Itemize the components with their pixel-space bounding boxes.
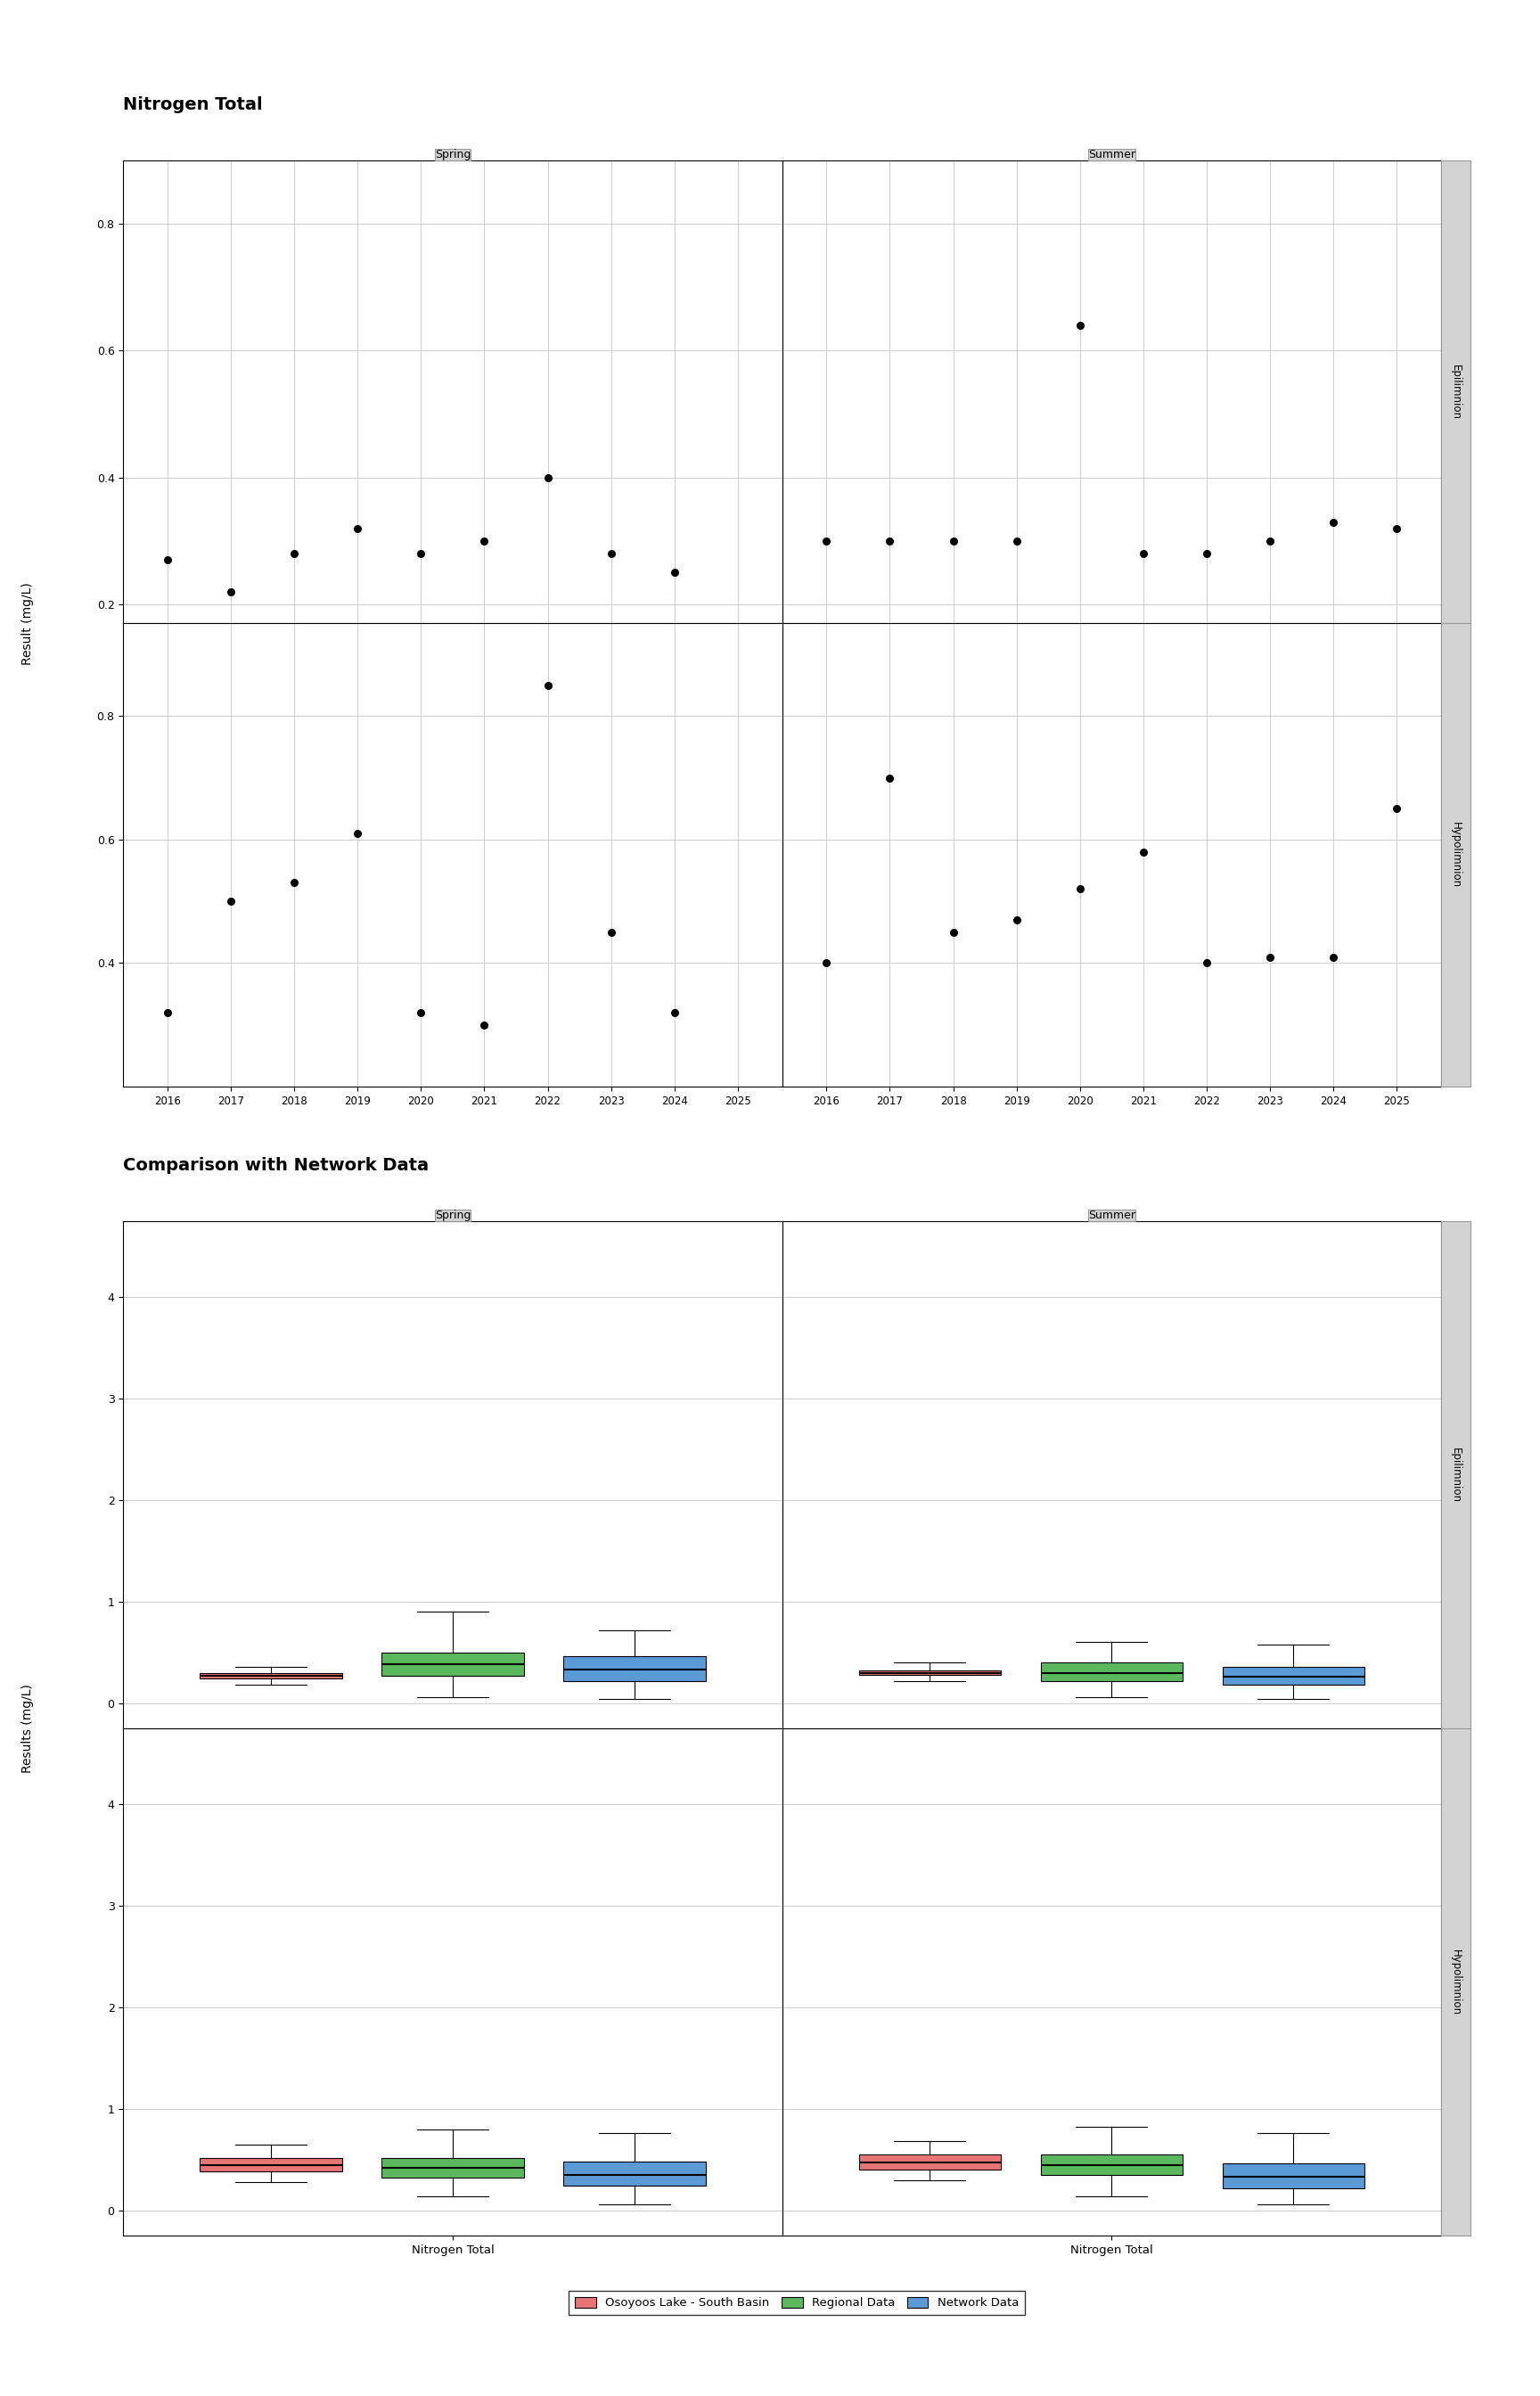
Point bbox=[1321, 503, 1346, 541]
Point bbox=[282, 863, 306, 901]
Point bbox=[1004, 901, 1029, 939]
Point bbox=[473, 1006, 497, 1045]
Point bbox=[536, 666, 561, 704]
Point bbox=[1321, 937, 1346, 975]
Point bbox=[1195, 534, 1220, 573]
Point bbox=[1130, 834, 1155, 872]
Point bbox=[599, 534, 624, 573]
Point bbox=[1258, 522, 1283, 561]
Point bbox=[941, 913, 966, 951]
Point bbox=[1384, 791, 1409, 829]
Point bbox=[156, 541, 180, 580]
Point bbox=[219, 573, 243, 611]
Point bbox=[878, 522, 902, 561]
Point bbox=[1067, 307, 1092, 345]
Text: Results (mg/L): Results (mg/L) bbox=[22, 1684, 34, 1773]
Point bbox=[1195, 944, 1220, 982]
PathPatch shape bbox=[200, 1672, 342, 1680]
Point bbox=[599, 913, 624, 951]
Point bbox=[345, 508, 370, 546]
Point bbox=[282, 534, 306, 573]
Text: Comparison with Network Data: Comparison with Network Data bbox=[123, 1157, 430, 1174]
Title: Spring: Spring bbox=[434, 1210, 471, 1222]
Point bbox=[1384, 508, 1409, 546]
Text: Hypolimnion: Hypolimnion bbox=[1451, 822, 1461, 889]
PathPatch shape bbox=[564, 1656, 705, 1680]
Point bbox=[156, 994, 180, 1033]
Point bbox=[1130, 534, 1155, 573]
Point bbox=[473, 522, 497, 561]
PathPatch shape bbox=[382, 2156, 524, 2178]
Point bbox=[1004, 522, 1029, 561]
Point bbox=[219, 882, 243, 920]
Title: Spring: Spring bbox=[434, 149, 471, 161]
Title: Summer: Summer bbox=[1087, 149, 1135, 161]
PathPatch shape bbox=[382, 1653, 524, 1675]
Point bbox=[345, 815, 370, 853]
Text: Hypolimnion: Hypolimnion bbox=[1451, 1948, 1461, 2015]
Point bbox=[408, 994, 433, 1033]
Text: Nitrogen Total: Nitrogen Total bbox=[123, 96, 263, 113]
Point bbox=[662, 553, 687, 592]
Point bbox=[1067, 870, 1092, 908]
Text: Epilimnion: Epilimnion bbox=[1451, 364, 1461, 419]
Title: Summer: Summer bbox=[1087, 1210, 1135, 1222]
PathPatch shape bbox=[1041, 2154, 1183, 2176]
PathPatch shape bbox=[1223, 1668, 1364, 1684]
PathPatch shape bbox=[564, 2161, 705, 2185]
Point bbox=[536, 458, 561, 496]
Legend: Osoyoos Lake - South Basin, Regional Data, Network Data: Osoyoos Lake - South Basin, Regional Dat… bbox=[568, 2291, 1026, 2315]
Text: Result (mg/L): Result (mg/L) bbox=[22, 582, 34, 664]
Point bbox=[662, 994, 687, 1033]
PathPatch shape bbox=[859, 2154, 1001, 2171]
Point bbox=[408, 534, 433, 573]
Point bbox=[1258, 937, 1283, 975]
PathPatch shape bbox=[859, 1670, 1001, 1675]
Point bbox=[815, 944, 839, 982]
PathPatch shape bbox=[1041, 1663, 1183, 1680]
Point bbox=[815, 522, 839, 561]
PathPatch shape bbox=[1223, 2164, 1364, 2188]
Text: Epilimnion: Epilimnion bbox=[1451, 1447, 1461, 1502]
Point bbox=[878, 760, 902, 798]
PathPatch shape bbox=[200, 2156, 342, 2171]
Point bbox=[941, 522, 966, 561]
